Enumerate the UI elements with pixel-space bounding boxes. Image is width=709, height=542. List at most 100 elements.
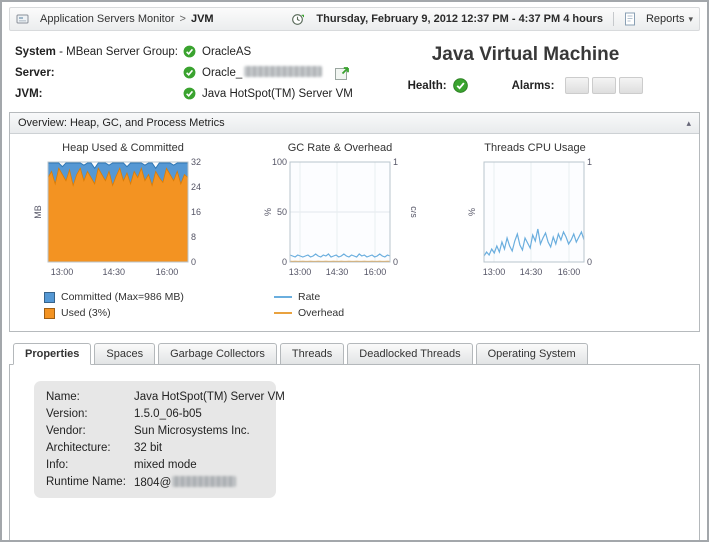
svg-text:32: 32 [191, 157, 201, 167]
legend-label: Committed (Max=986 MB) [61, 291, 184, 303]
property-value: 1.5.0_06-b05 [134, 408, 202, 420]
svg-text:14:30: 14:30 [103, 267, 126, 277]
status-ok-icon [183, 66, 196, 79]
time-range-duration: 4 hours [563, 13, 603, 25]
legend-line-rate [274, 296, 292, 298]
report-icon [624, 12, 636, 26]
svg-text:14:30: 14:30 [520, 267, 543, 277]
property-row: Version: 1.5.0_06-b05 [34, 405, 276, 422]
svg-text:c/s: c/s [409, 206, 416, 218]
status-ok-icon [183, 87, 196, 100]
tab-bar: Properties Spaces Garbage Collectors Thr… [13, 342, 700, 364]
time-range[interactable]: Thursday, February 9, 2012 12:37 PM - 4:… [316, 13, 603, 25]
overview-panel-header: Overview: Heap, GC, and Process Metrics … [10, 113, 699, 134]
threads-cpu-chart-plot[interactable]: 1 0 13:00 14:30 16:00% [468, 156, 602, 279]
summary-header: System - MBean Server Group: OracleAS Se… [9, 31, 700, 110]
target-identity: System - MBean Server Group: OracleAS Se… [15, 41, 355, 104]
open-drilldown-icon[interactable] [334, 64, 351, 81]
svg-text:1: 1 [393, 157, 398, 167]
tab-deadlocked-threads[interactable]: Deadlocked Threads [347, 343, 472, 365]
property-label: Name: [46, 391, 134, 403]
svg-text:13:00: 13:00 [289, 267, 312, 277]
reports-label: Reports [646, 13, 685, 25]
system-row: System - MBean Server Group: OracleAS [15, 41, 355, 62]
svg-text:50: 50 [277, 207, 287, 217]
overview-title: Overview: Heap, GC, and Process Metrics [18, 117, 225, 129]
collapse-icon[interactable]: ▴ [686, 118, 691, 129]
svg-text:%: % [264, 208, 273, 216]
charts-row: Heap Used & Committed 3224168013:0014:30… [10, 134, 699, 331]
property-value: mixed mode [134, 459, 197, 471]
property-label: Architecture: [46, 442, 134, 454]
chart-title: Threads CPU Usage [468, 142, 602, 154]
alarm-count-box[interactable] [592, 77, 616, 94]
property-label: Version: [46, 408, 134, 420]
property-row: Vendor: Sun Microsystems Inc. [34, 422, 276, 439]
status-ok-icon [183, 45, 196, 58]
system-value: OracleAS [202, 46, 251, 58]
legend-label: Overhead [298, 307, 344, 319]
legend-item: Committed (Max=986 MB) [44, 291, 212, 303]
properties-box: Name: Java HotSpot(TM) Server VM Version… [34, 381, 276, 498]
gc-chart-legend: Rate Overhead [274, 291, 416, 323]
svg-text:16:00: 16:00 [558, 267, 581, 277]
chart-title: GC Rate & Overhead [264, 142, 416, 154]
tab-properties[interactable]: Properties [13, 343, 91, 365]
health-row: Health: Alarms: [355, 77, 696, 94]
property-row: Info: mixed mode [34, 456, 276, 473]
gc-chart-plot[interactable]: 1005001013:0014:3016:00%c/s [264, 156, 416, 279]
breadcrumb-parent-link[interactable]: Application Servers Monitor [40, 13, 175, 25]
redacted-text [244, 66, 322, 77]
page-title: Java Virtual Machine [355, 44, 696, 66]
property-value: 1804@ [134, 476, 236, 489]
dashboard-icon [16, 13, 29, 26]
chevron-down-icon: ▾ [688, 14, 693, 25]
svg-text:13:00: 13:00 [483, 267, 506, 277]
system-label: System - MBean Server Group: [15, 46, 183, 58]
heap-chart: Heap Used & Committed 3224168013:0014:30… [34, 142, 212, 323]
svg-text:24: 24 [191, 182, 201, 192]
svg-text:0: 0 [282, 257, 287, 267]
svg-text:%: % [468, 208, 477, 216]
property-label: Vendor: [46, 425, 134, 437]
svg-text:13:00: 13:00 [51, 267, 74, 277]
property-row: Architecture: 32 bit [34, 439, 276, 456]
gc-chart: GC Rate & Overhead 1005001013:0014:3016:… [264, 142, 416, 323]
jvm-label: JVM: [15, 88, 183, 100]
breadcrumb: Application Servers Monitor > JVM [16, 13, 214, 26]
heap-chart-plot[interactable]: 3224168013:0014:3016:00MB [34, 156, 212, 279]
legend-label: Rate [298, 291, 320, 303]
tab-operating-system[interactable]: Operating System [476, 343, 588, 365]
svg-text:14:30: 14:30 [326, 267, 349, 277]
server-label: Server: [15, 67, 183, 79]
time-range-icon[interactable] [291, 13, 304, 26]
divider [613, 12, 614, 26]
property-row: Name: Java HotSpot(TM) Server VM [34, 388, 276, 405]
redacted-text [172, 476, 236, 487]
tab-garbage-collectors[interactable]: Garbage Collectors [158, 343, 277, 365]
tab-threads[interactable]: Threads [280, 343, 344, 365]
alarm-count-box[interactable] [619, 77, 643, 94]
legend-item: Overhead [274, 307, 416, 319]
top-bar-right: Thursday, February 9, 2012 12:37 PM - 4:… [291, 12, 693, 26]
svg-text:1: 1 [587, 157, 592, 167]
health-ok-icon [453, 78, 468, 93]
legend-line-overhead [274, 312, 292, 314]
svg-text:0: 0 [587, 257, 592, 267]
overview-panel: Overview: Heap, GC, and Process Metrics … [9, 112, 700, 332]
property-row: Runtime Name: 1804@ [34, 473, 276, 491]
alarm-count-box[interactable] [565, 77, 589, 94]
jvm-row: JVM: Java HotSpot(TM) Server VM [15, 83, 355, 104]
property-value: 32 bit [134, 442, 162, 454]
reports-menu[interactable]: Reports ▾ [624, 12, 693, 26]
threads-cpu-chart: Threads CPU Usage 1 0 13:00 14:30 16:00% [468, 142, 602, 323]
heap-chart-legend: Committed (Max=986 MB) Used (3%) [44, 291, 212, 323]
tab-spaces[interactable]: Spaces [94, 343, 155, 365]
svg-text:16:00: 16:00 [156, 267, 179, 277]
svg-text:16: 16 [191, 207, 201, 217]
app-window: Application Servers Monitor > JVM Thursd… [0, 0, 709, 542]
top-bar: Application Servers Monitor > JVM Thursd… [9, 7, 700, 31]
legend-item: Rate [274, 291, 416, 303]
legend-label: Used (3%) [61, 307, 111, 319]
svg-text:0: 0 [393, 257, 398, 267]
